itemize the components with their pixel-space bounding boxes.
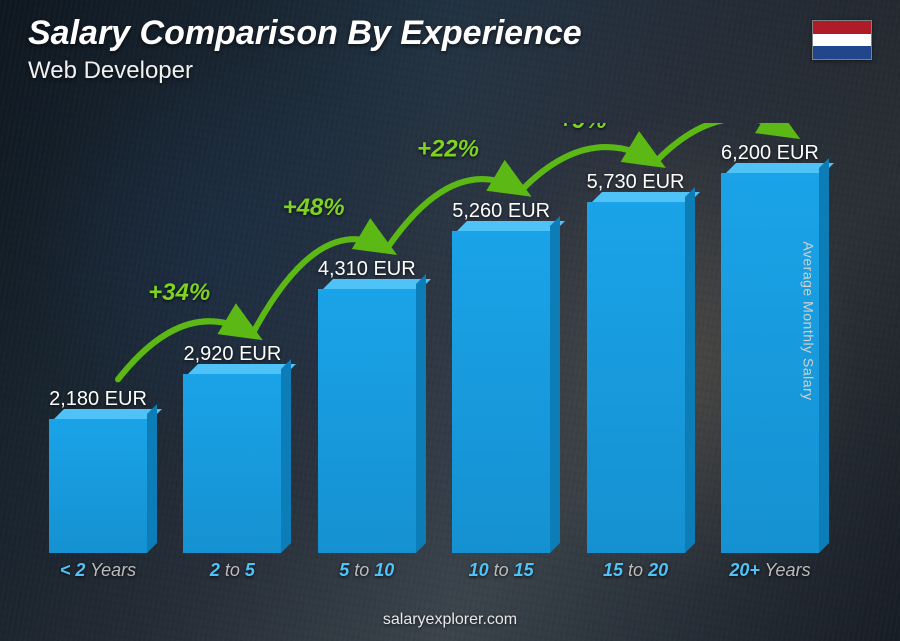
bar: [318, 289, 416, 553]
bar: [183, 374, 281, 553]
x-axis-label: 15 to 20: [576, 560, 696, 581]
header: Salary Comparison By Experience Web Deve…: [28, 14, 872, 85]
y-axis-label: Average Monthly Salary: [800, 241, 816, 400]
bar: [587, 202, 685, 553]
flag-stripe-white: [813, 34, 871, 47]
bar: [452, 231, 550, 553]
bar-group: 4,310 EUR: [307, 258, 427, 553]
x-axis-label: 5 to 10: [307, 560, 427, 581]
bar-value-label: 2,180 EUR: [49, 388, 147, 411]
chart-area: 2,180 EUR 2,920 EUR 4,310 EUR 5,260 EUR 5,73…: [38, 110, 830, 581]
netherlands-flag-icon: [812, 20, 872, 60]
x-axis-label: 20+ Years: [710, 560, 830, 581]
flag-stripe-red: [813, 21, 871, 34]
bar-value-label: 6,200 EUR: [721, 142, 819, 165]
bars-container: 2,180 EUR 2,920 EUR 4,310 EUR 5,260 EUR 5,73…: [38, 123, 830, 553]
x-axis-label: 2 to 5: [172, 560, 292, 581]
bar-value-label: 2,920 EUR: [183, 343, 281, 366]
flag-stripe-blue: [813, 46, 871, 59]
bar: [49, 419, 147, 553]
bar-value-label: 4,310 EUR: [318, 258, 416, 281]
bar-value-label: 5,260 EUR: [452, 200, 550, 223]
bar-group: 5,730 EUR: [576, 171, 696, 553]
x-axis-labels: < 2 Years 2 to 5 5 to 10 10 to 15 15 to 20 20…: [38, 560, 830, 581]
footer-attribution: salaryexplorer.com: [0, 611, 900, 629]
chart-subtitle: Web Developer: [28, 57, 872, 85]
chart-title: Salary Comparison By Experience: [28, 14, 872, 53]
bar-group: 2,920 EUR: [172, 343, 292, 553]
bar-group: 5,260 EUR: [441, 200, 561, 553]
bar-value-label: 5,730 EUR: [587, 171, 685, 194]
x-axis-label: < 2 Years: [38, 560, 158, 581]
x-axis-label: 10 to 15: [441, 560, 561, 581]
bar-group: 2,180 EUR: [38, 388, 158, 553]
